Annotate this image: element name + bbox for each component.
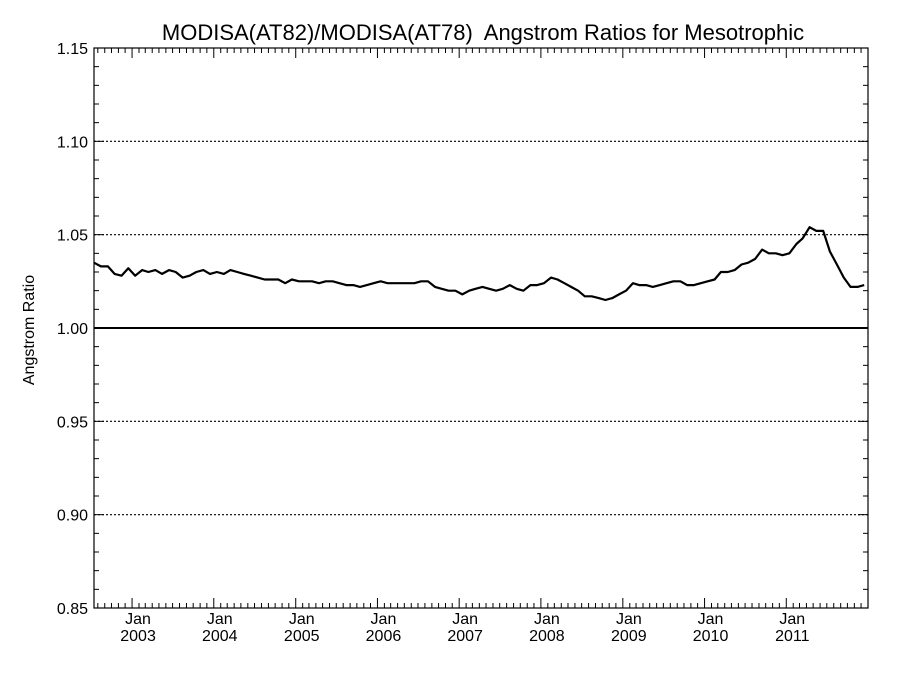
x-tick-label-year: 2011 [775, 628, 810, 645]
x-tick-label-year: 2009 [611, 628, 647, 645]
chart-title: MODISA(AT82)/MODISA(AT78) Angstrom Ratio… [162, 20, 804, 45]
x-tick-label-month: Jan [371, 611, 397, 628]
x-tick-label-month: Jan [452, 611, 478, 628]
x-tick-label-year: 2005 [284, 628, 320, 645]
x-tick-labels: Jan2003Jan2004Jan2005Jan2006Jan2007Jan20… [120, 611, 809, 645]
y-tick-label: 1.05 [57, 228, 88, 245]
x-tick-label-year: 2010 [693, 628, 729, 645]
y-tick-label: 1.10 [57, 134, 88, 151]
x-tick-label-year: 2008 [529, 628, 565, 645]
x-tick-label-year: 2004 [202, 628, 238, 645]
x-tick-label-month: Jan [125, 611, 151, 628]
x-tick-label-year: 2006 [366, 628, 402, 645]
gridlines [94, 140, 868, 516]
x-tick-label-month: Jan [207, 611, 233, 628]
x-tick-label-month: Jan [534, 611, 560, 628]
x-tick-label-month: Jan [289, 611, 315, 628]
axis-ticks [94, 47, 868, 609]
y-tick-label: 0.90 [57, 508, 88, 525]
y-axis-label: Angstrom Ratio [21, 275, 38, 385]
x-tick-label-month: Jan [616, 611, 642, 628]
x-tick-label-year: 2007 [447, 628, 483, 645]
x-tick-label-month: Jan [779, 611, 805, 628]
series-line [93, 226, 865, 302]
series-layer [93, 226, 865, 302]
y-tick-label: 0.95 [57, 414, 88, 431]
plot-frame [93, 47, 869, 609]
y-tick-labels: 0.85 0.90 0.95 1.00 1.05 1.10 1.15 [57, 41, 88, 618]
x-tick-label-year: 2003 [120, 628, 156, 645]
y-tick-label: 1.15 [57, 41, 88, 58]
y-tick-label: 0.85 [57, 601, 88, 618]
x-tick-label-month: Jan [698, 611, 724, 628]
y-tick-label: 1.00 [57, 321, 88, 338]
